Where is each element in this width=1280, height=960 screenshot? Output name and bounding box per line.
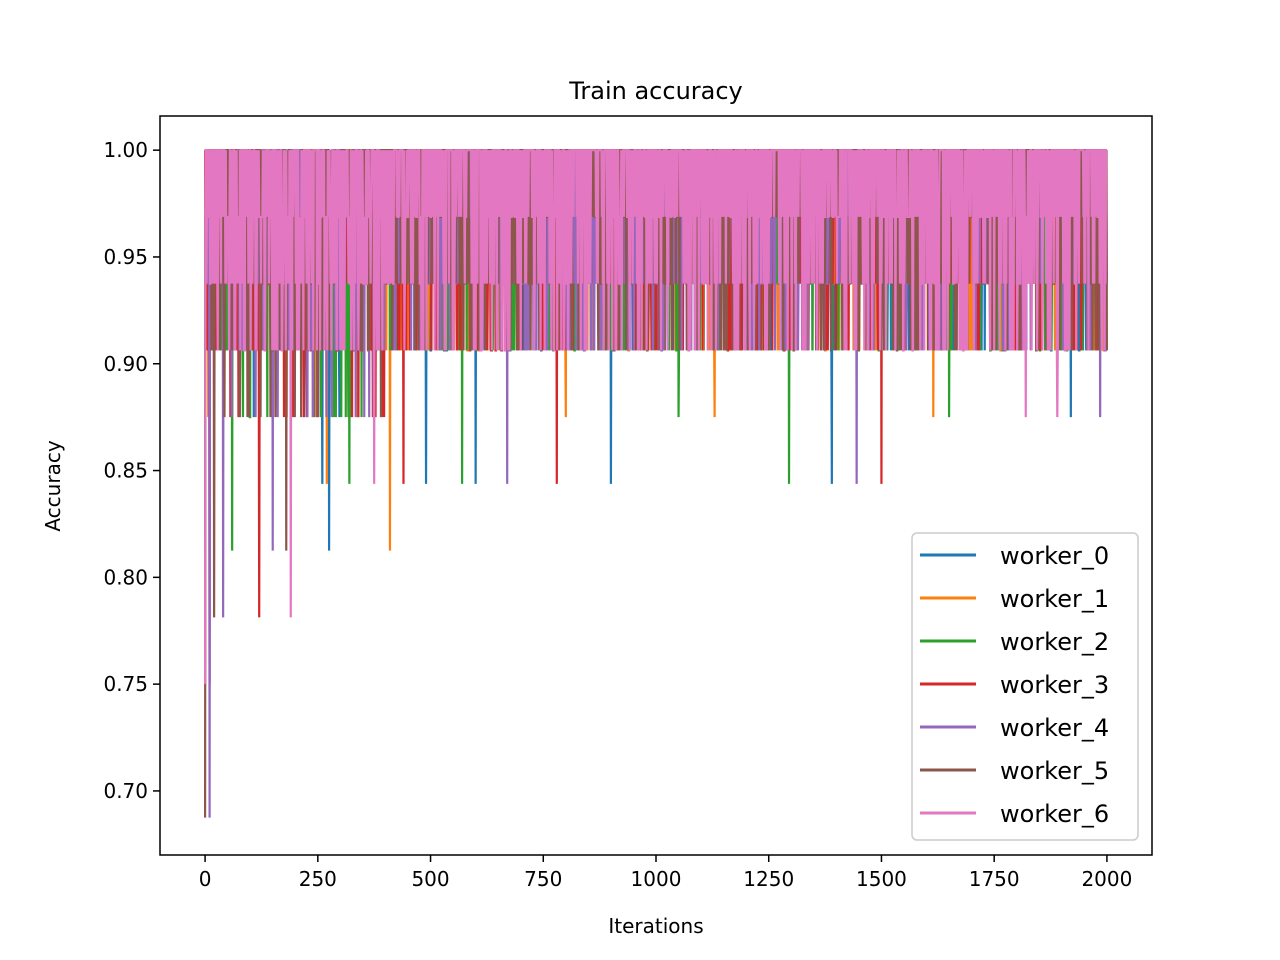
- x-tick-label: 250: [299, 867, 337, 891]
- legend-label-worker_6: worker_6: [1000, 800, 1109, 828]
- legend: worker_0 worker_1 worker_2 worker_3 worker_4…: [911, 532, 1139, 841]
- legend-box: [911, 532, 1139, 841]
- x-axis-label: Iterations: [608, 914, 703, 938]
- x-tick-label: 750: [524, 867, 562, 891]
- x-tick-label: 1250: [743, 867, 794, 891]
- y-tick-label: 0.95: [103, 245, 148, 269]
- legend-label-worker_3: worker_3: [1000, 671, 1109, 699]
- legend-label-worker_2: worker_2: [1000, 628, 1109, 656]
- y-tick-label: 0.90: [103, 352, 148, 376]
- chart-title: Train accuracy: [568, 77, 743, 105]
- series-layer: [203, 149, 1109, 818]
- legend-label-worker_1: worker_1: [1000, 585, 1109, 613]
- y-tick-label: 0.75: [103, 672, 148, 696]
- x-tick-label: 1750: [969, 867, 1020, 891]
- y-axis-label: Accuracy: [41, 440, 65, 531]
- series-line-worker_6: [203, 149, 1108, 685]
- x-tick-label: 0: [199, 867, 212, 891]
- y-tick-label: 0.80: [103, 565, 148, 589]
- x-tick-label: 2000: [1081, 867, 1132, 891]
- y-tick-label: 1.00: [103, 138, 148, 162]
- x-tick-label: 1500: [856, 867, 907, 891]
- x-tick-label: 500: [411, 867, 449, 891]
- y-axis: 0.70 0.75 0.80 0.85 0.90 0.95 1.00: [103, 138, 160, 803]
- x-tick-label: 1000: [631, 867, 682, 891]
- legend-label-worker_0: worker_0: [1000, 542, 1109, 570]
- x-axis: 0 250 500 750 1000 1250 1500 1750 2000: [199, 855, 1132, 891]
- legend-label-worker_5: worker_5: [1000, 757, 1109, 785]
- y-tick-label: 0.85: [103, 459, 148, 483]
- y-tick-label: 0.70: [103, 779, 148, 803]
- legend-label-worker_4: worker_4: [1000, 714, 1109, 742]
